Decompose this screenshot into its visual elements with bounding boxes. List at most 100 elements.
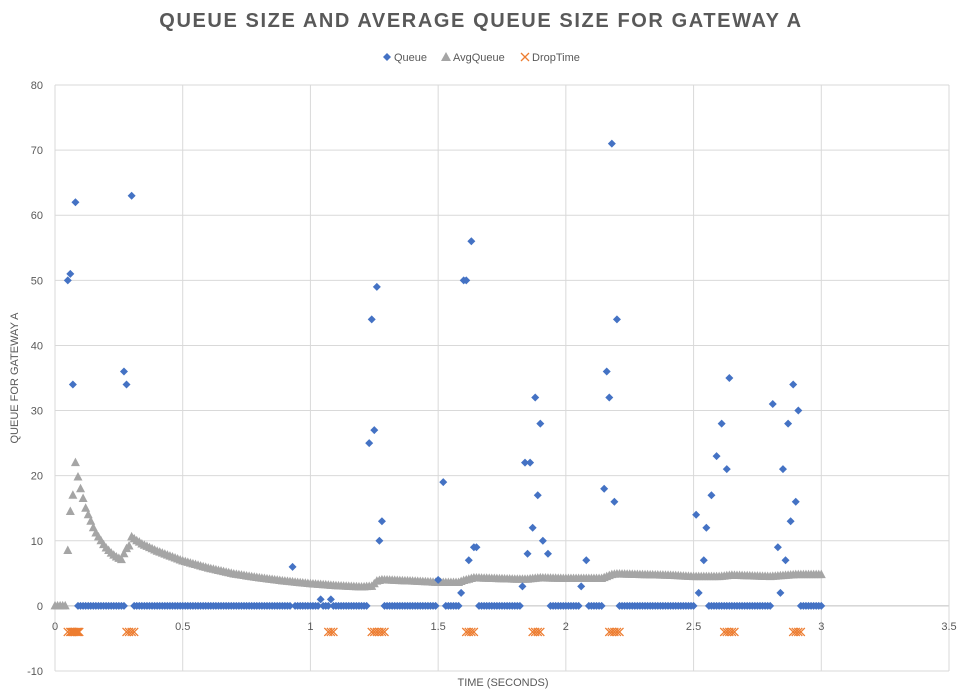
x-tick-label: 0 [52, 621, 58, 633]
legend-label-avgqueue: AvgQueue [453, 52, 505, 64]
x-tick-label: 0.5 [175, 621, 190, 633]
queue-point [370, 426, 379, 435]
queue-point [362, 601, 371, 610]
queue-point [288, 562, 297, 571]
data-marks [50, 139, 826, 637]
avgqueue-point [119, 548, 129, 558]
avgqueue-point [63, 545, 73, 555]
queue-point [605, 393, 614, 402]
queue-point [464, 556, 473, 565]
x-tick-label: 3 [818, 621, 824, 633]
droptime-point [796, 627, 806, 637]
queue-point [692, 510, 701, 519]
queue-point [717, 419, 726, 428]
queue-point [786, 517, 795, 526]
y-tick-label: 70 [31, 145, 43, 157]
queue-point [582, 556, 591, 565]
queue-point [523, 549, 532, 558]
queue-point [372, 282, 381, 291]
queue-point [533, 491, 542, 500]
queue-point [597, 601, 606, 610]
queue-point [518, 582, 527, 591]
legend-label-droptime: DropTime [532, 52, 580, 64]
droptime-point [326, 627, 336, 637]
queue-point [607, 139, 616, 148]
queue-point [326, 595, 335, 604]
queue-point [462, 276, 471, 285]
x-axis-title: TIME (SECONDS) [457, 677, 548, 689]
queue-point [543, 549, 552, 558]
queue-point [71, 198, 80, 207]
legend-marker-queue [383, 53, 391, 61]
legend-label-queue: Queue [394, 52, 427, 64]
queue-point [791, 497, 800, 506]
queue-point [725, 374, 734, 382]
queue-point [68, 380, 77, 389]
droptime-point [328, 627, 338, 637]
gridlines [54, 84, 950, 672]
avgqueue-point [73, 471, 83, 481]
droptime-point [70, 627, 80, 637]
queue-point [526, 458, 535, 467]
avgqueue-point [116, 554, 126, 564]
x-tick-label: 2.5 [686, 621, 701, 633]
queue-point [612, 315, 621, 324]
queue-point [119, 601, 128, 610]
queue-point [536, 419, 545, 428]
droptime-point [129, 627, 139, 637]
queue-point [794, 406, 803, 415]
droptime-point [466, 627, 476, 637]
queue-point [122, 380, 131, 389]
droptime-point [727, 627, 737, 637]
x-tick-label: 2 [563, 621, 569, 633]
queue-point [316, 595, 325, 604]
queue-point [773, 543, 782, 552]
queue-point [694, 588, 703, 597]
queue-point [375, 536, 384, 545]
avgqueue-point [81, 503, 91, 512]
queue-point [610, 497, 619, 506]
queue-point [574, 601, 583, 610]
queue-point [439, 478, 448, 487]
avgqueue-point [78, 493, 88, 502]
droptime-point [533, 627, 543, 637]
avgqueue-point [70, 457, 80, 467]
queue-point [781, 556, 790, 565]
queue-point [689, 601, 698, 610]
queue-point [314, 601, 323, 610]
avgqueue-point [124, 540, 134, 550]
queue-point [600, 484, 609, 493]
queue-point [66, 269, 75, 278]
queue-point [538, 536, 547, 545]
droptime-point [377, 627, 387, 637]
avgqueue-point [76, 483, 86, 493]
queue-point [377, 517, 386, 526]
queue-point [528, 523, 537, 532]
queue-point [789, 380, 798, 389]
droptime-point [127, 627, 137, 637]
queue-point [472, 543, 481, 552]
queue-point [434, 575, 443, 584]
queue-point [702, 523, 711, 532]
y-tick-label: -10 [27, 666, 43, 678]
queue-point [784, 419, 793, 428]
chart-title: QUEUE SIZE AND AVERAGE QUEUE SIZE FOR GA… [159, 10, 802, 32]
queue-point [778, 465, 787, 474]
queue-point [602, 367, 611, 376]
tick-labels: -10 0 10 20 30 40 50 60 70 80 0 0.5 1 1.5 2 2.5 3 3.5 [27, 80, 957, 678]
queue-point [324, 601, 333, 610]
droptime-point [469, 627, 479, 637]
queue-point [467, 237, 476, 246]
queue-point [127, 191, 136, 200]
queue-point [454, 601, 463, 610]
avgqueue-point [816, 569, 826, 579]
queue-point [457, 588, 466, 597]
queue-point [766, 601, 775, 610]
droptime-point [612, 627, 622, 637]
avgqueue-point [83, 509, 93, 519]
queue-point [520, 458, 529, 467]
queue-point [431, 601, 440, 610]
y-tick-label: 80 [31, 80, 43, 92]
